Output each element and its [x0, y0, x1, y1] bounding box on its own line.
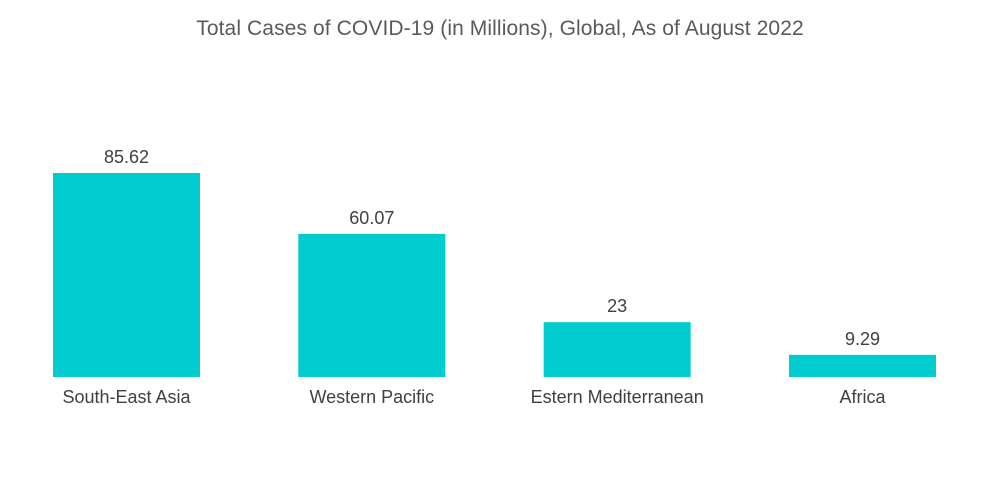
value-label-0: 85.62 — [104, 147, 149, 167]
bar-2 — [543, 322, 691, 377]
value-label-2: 23 — [607, 296, 627, 316]
bar-3 — [788, 354, 936, 377]
chart-title: Total Cases of COVID-19 (in Millions), G… — [196, 17, 804, 40]
category-label-2: Estern Mediterranean — [531, 387, 704, 407]
category-labels-group: South-East Asia Western Pacific Estern Med… — [62, 387, 886, 407]
bar-1 — [298, 233, 446, 377]
value-labels-group: 85.62 60.07 23 9.29 — [104, 147, 880, 349]
bars-group — [53, 173, 936, 377]
value-label-3: 9.29 — [845, 329, 880, 349]
bar-0 — [53, 173, 200, 377]
value-label-1: 60.07 — [349, 208, 394, 228]
category-label-3: Africa — [839, 387, 886, 407]
category-label-0: South-East Asia — [62, 387, 191, 407]
category-label-1: Western Pacific — [309, 387, 434, 407]
